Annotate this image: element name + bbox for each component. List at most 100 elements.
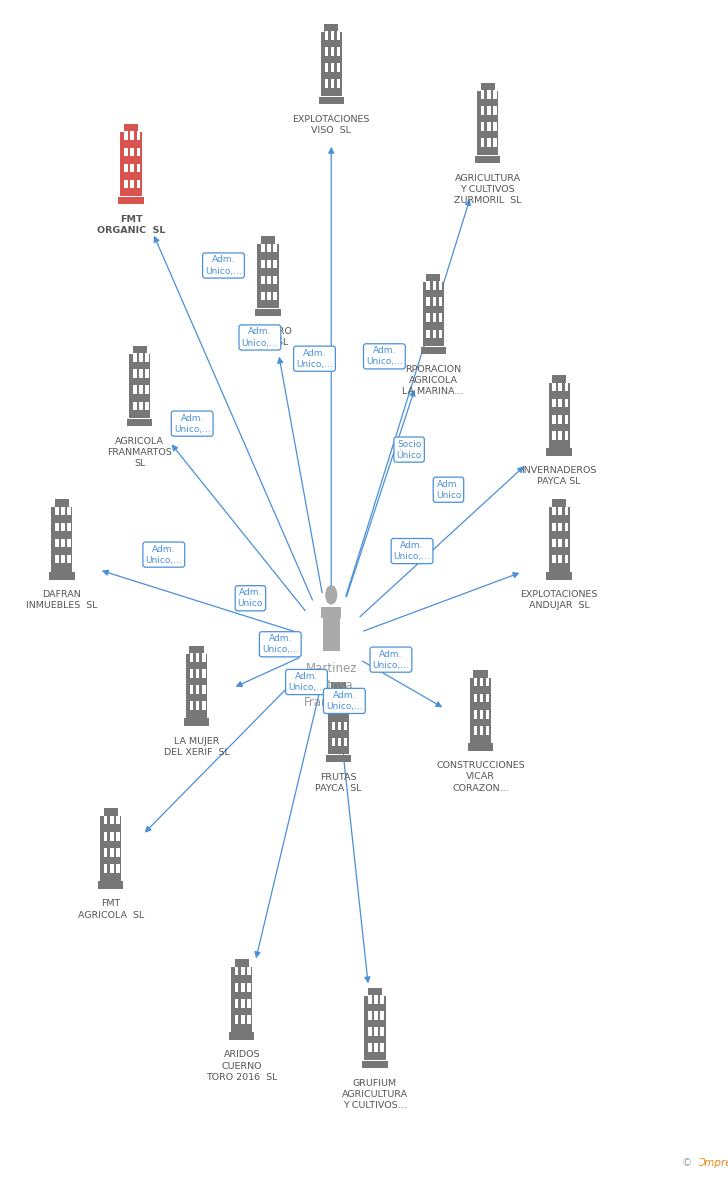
Bar <box>130 131 134 140</box>
Bar <box>235 999 239 1008</box>
Bar <box>480 694 483 702</box>
Bar <box>133 353 137 362</box>
Bar <box>344 706 347 714</box>
Bar <box>486 710 489 719</box>
Bar <box>104 864 108 873</box>
Bar <box>98 881 123 889</box>
Bar <box>325 31 328 40</box>
Bar <box>338 722 341 730</box>
Text: EXPLOTACIONES
ANDUJAR  SL: EXPLOTACIONES ANDUJAR SL <box>521 590 598 610</box>
Text: TODAGRO
2015  SL: TODAGRO 2015 SL <box>244 327 292 347</box>
Bar <box>331 64 334 72</box>
Text: Adm.
Unico,...: Adm. Unico,... <box>296 348 333 369</box>
Text: Adm.
Unico,...: Adm. Unico,... <box>366 346 403 367</box>
Bar <box>261 260 265 268</box>
Bar <box>368 1011 372 1020</box>
Bar <box>61 523 65 531</box>
Bar <box>565 555 568 564</box>
Text: Adm.
Unico,...: Adm. Unico,... <box>326 690 363 712</box>
Text: Adm.
Unico,...: Adm. Unico,... <box>146 544 182 565</box>
Text: Adm.
Unico: Adm. Unico <box>238 588 263 609</box>
Bar <box>338 738 341 747</box>
Bar <box>552 499 566 507</box>
Bar <box>51 507 73 571</box>
Bar <box>474 710 478 719</box>
Bar <box>480 726 483 735</box>
Bar <box>486 694 489 702</box>
Bar <box>432 297 436 306</box>
Bar <box>124 131 128 140</box>
Bar <box>189 645 204 654</box>
Bar <box>137 131 140 140</box>
Bar <box>196 686 199 694</box>
Bar <box>321 608 341 618</box>
Bar <box>331 47 334 55</box>
Bar <box>558 506 562 516</box>
Bar <box>331 31 334 40</box>
Bar <box>374 1043 378 1053</box>
Bar <box>50 572 74 579</box>
Bar <box>565 431 568 440</box>
Bar <box>241 1015 245 1024</box>
Bar <box>468 743 493 750</box>
Bar <box>235 1015 239 1024</box>
Bar <box>480 710 483 719</box>
Bar <box>381 1028 384 1036</box>
Bar <box>55 499 69 507</box>
Bar <box>332 706 336 714</box>
Bar <box>55 506 59 516</box>
Text: Socio
Único: Socio Único <box>397 439 422 460</box>
Bar <box>248 966 250 976</box>
Bar <box>331 79 334 88</box>
Bar <box>470 678 491 742</box>
Text: Adm.
Unico,...: Adm. Unico,... <box>288 671 325 693</box>
Text: Ɔmpresia: Ɔmpresia <box>697 1159 728 1168</box>
Bar <box>190 701 194 710</box>
Bar <box>565 539 568 548</box>
Bar <box>116 815 119 825</box>
Bar <box>116 848 119 857</box>
Bar <box>481 138 485 148</box>
Bar <box>146 401 149 411</box>
Text: Adm.
Unico,...: Adm. Unico,... <box>205 255 242 276</box>
Bar <box>338 689 341 699</box>
Bar <box>130 164 134 172</box>
Bar <box>558 399 562 407</box>
Bar <box>184 719 209 726</box>
Bar <box>186 654 207 717</box>
Bar <box>325 79 328 88</box>
Bar <box>548 507 570 571</box>
Text: AGRICOLA
FRANMARTOS
SL: AGRICOLA FRANMARTOS SL <box>108 437 172 468</box>
Bar <box>124 164 128 172</box>
Bar <box>130 179 134 189</box>
Text: Adm.
Unico: Adm. Unico <box>436 479 461 500</box>
Bar <box>124 124 138 132</box>
Bar <box>432 314 436 322</box>
Text: INVERNADEROS
PAYCA SL: INVERNADEROS PAYCA SL <box>521 466 597 486</box>
Bar <box>139 369 143 378</box>
Bar <box>119 197 143 204</box>
Bar <box>267 260 271 268</box>
Bar <box>553 506 556 516</box>
Bar <box>274 291 277 301</box>
Bar <box>326 755 351 762</box>
Bar <box>558 415 562 424</box>
Bar <box>374 995 378 1004</box>
Bar <box>474 677 478 687</box>
Bar <box>477 91 499 155</box>
Bar <box>267 291 271 301</box>
Bar <box>110 848 114 857</box>
Bar <box>547 448 571 455</box>
Text: EXPLOTACIONES
VISO  SL: EXPLOTACIONES VISO SL <box>293 114 370 135</box>
Bar <box>129 354 151 418</box>
Bar <box>368 988 382 996</box>
Bar <box>229 1032 254 1040</box>
Bar <box>553 399 556 407</box>
Bar <box>139 353 143 362</box>
Bar <box>480 677 483 687</box>
Bar <box>552 375 566 384</box>
Bar <box>439 281 442 290</box>
Bar <box>196 701 199 710</box>
Bar <box>137 164 140 172</box>
Bar <box>267 276 271 284</box>
